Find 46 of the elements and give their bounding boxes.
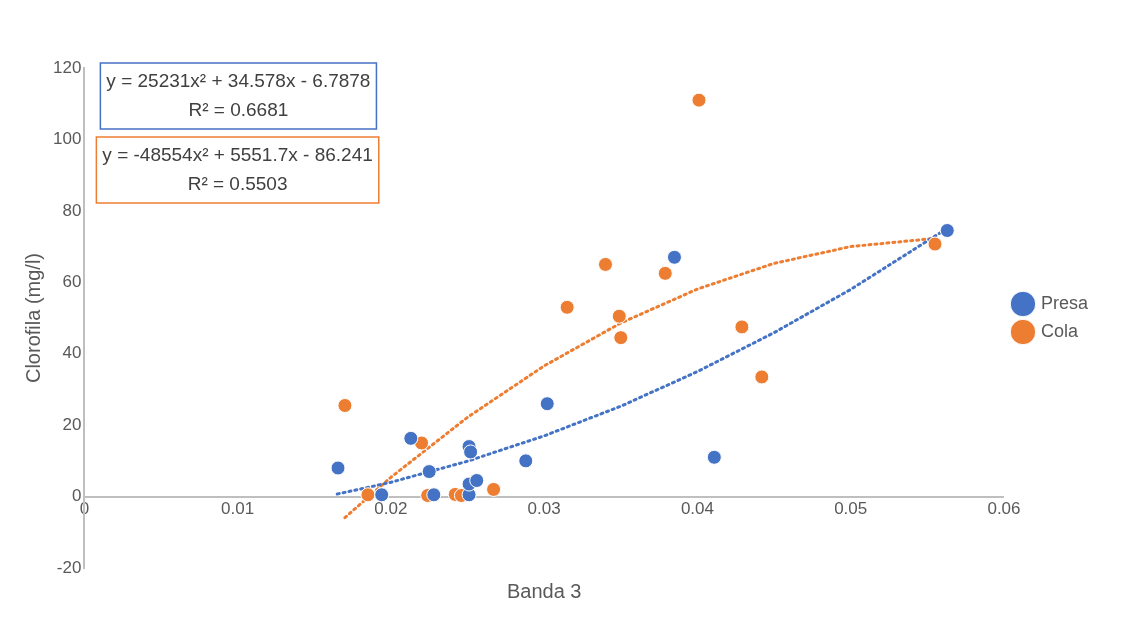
y-tick-label: 40 (62, 343, 82, 363)
y-tick-label: 60 (62, 271, 82, 291)
point (691, 92, 707, 108)
annotation: R² = 0.6681 (188, 99, 289, 121)
annotation: y = -48554x² + 5551.7x - 86.241 (102, 144, 373, 166)
point (657, 265, 673, 281)
annotation: R² = 0.5503 (187, 173, 288, 195)
point (374, 487, 390, 503)
x-tick-label: 0.06 (987, 499, 1021, 519)
y-axis-title: Clorofila (mg/l) (21, 252, 44, 384)
point (337, 398, 353, 413)
x-axis-title: Banda 3 (506, 579, 582, 602)
point (559, 299, 575, 315)
y-tick-label: 120 (52, 57, 82, 77)
point (403, 430, 419, 446)
point (421, 464, 437, 480)
point (463, 444, 479, 460)
x-tick-label: 0.04 (680, 499, 714, 519)
point (613, 330, 629, 346)
point (426, 487, 442, 503)
x-tick-label: 0.05 (834, 499, 868, 519)
point (666, 249, 682, 265)
point (360, 487, 376, 503)
point (939, 223, 955, 238)
point (414, 435, 430, 451)
x-tick-label: 0.01 (221, 499, 255, 519)
x-tick-label: 0.03 (527, 499, 561, 519)
point (518, 453, 534, 469)
legend-label: Presa (1040, 292, 1089, 313)
point (330, 460, 346, 476)
y-tick-label: -20 (56, 557, 82, 577)
point (539, 396, 555, 412)
y-tick-label: 100 (52, 129, 82, 149)
point (734, 319, 750, 335)
point (469, 473, 485, 488)
point (706, 449, 722, 465)
point (597, 256, 613, 272)
legend-label: Cola (1040, 320, 1079, 341)
annotation: y = 25231x² + 34.578x - 6.7878 (106, 70, 371, 92)
point (754, 369, 770, 385)
point (486, 481, 502, 497)
x-tick-label: 0.02 (374, 499, 408, 519)
y-tick-label: 80 (62, 200, 82, 220)
point (927, 236, 943, 252)
point (611, 308, 627, 324)
y-tick-label: 20 (62, 414, 82, 434)
